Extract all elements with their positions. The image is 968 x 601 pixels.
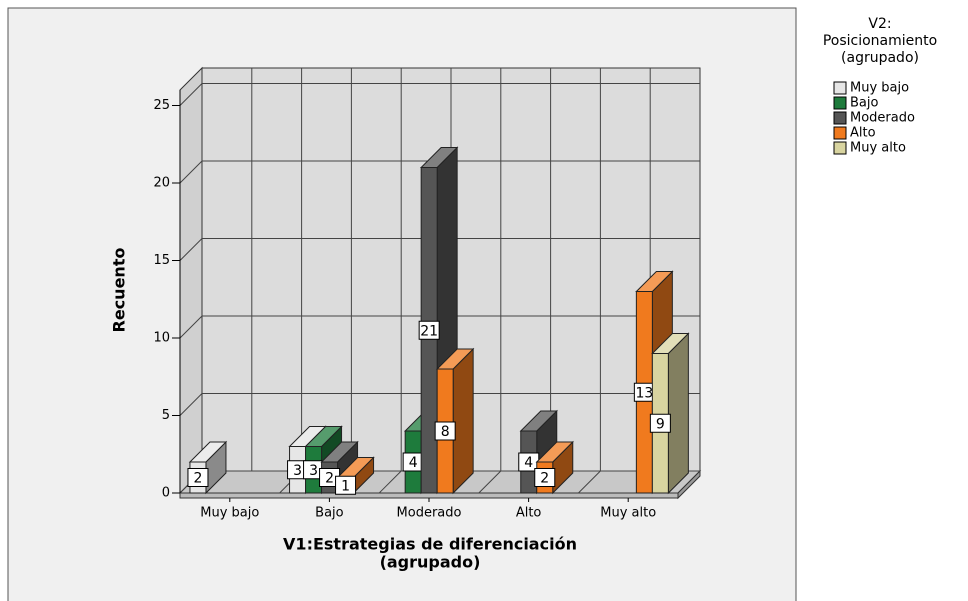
- grid-line: [179, 393, 203, 416]
- data-label-box: [434, 421, 456, 441]
- left-wall: [179, 66, 203, 495]
- grid-line: [179, 83, 203, 106]
- data-label: 9: [656, 416, 665, 432]
- grid-line: [179, 315, 203, 339]
- legend-swatch: [833, 81, 847, 95]
- y-tick-label: 5: [162, 408, 170, 423]
- legend-swatch: [833, 141, 847, 155]
- bar-side: [667, 332, 689, 495]
- data-label: 1: [341, 478, 350, 494]
- grid-line: [179, 238, 203, 261]
- data-label-box: [335, 475, 357, 495]
- y-axis-label: Recuento: [110, 248, 129, 333]
- data-label: 3: [293, 463, 302, 479]
- y-tick-label: 15: [153, 253, 170, 268]
- data-label: 21: [420, 323, 438, 339]
- floor-grid: [478, 470, 502, 494]
- legend-label: Muy bajo: [850, 81, 909, 96]
- legend-title: V2:: [868, 16, 891, 32]
- grid-line: [179, 160, 203, 184]
- x-tick-label: Bajo: [315, 506, 343, 521]
- bar: [651, 332, 690, 495]
- data-label-box: [187, 468, 209, 487]
- floor-grid: [578, 470, 601, 494]
- data-label: 2: [540, 471, 549, 487]
- y-tick-label: 25: [153, 98, 170, 113]
- data-label-box: [534, 468, 556, 487]
- legend-label: Bajo: [850, 96, 878, 111]
- data-label-box: [418, 320, 440, 340]
- floor-front: [179, 492, 679, 499]
- data-label: 2: [325, 471, 334, 487]
- x-axis-label: V1:Estrategias de diferenciación: [283, 535, 577, 554]
- bar: [435, 347, 475, 495]
- floor-grid: [378, 470, 402, 494]
- legend-swatch: [833, 126, 847, 140]
- legend-swatch: [833, 96, 847, 110]
- data-label: 2: [193, 471, 202, 487]
- y-tick-label: 10: [153, 331, 170, 346]
- legend-label: Moderado: [850, 111, 915, 126]
- bar-side: [452, 347, 474, 495]
- y-tick-label: 0: [162, 486, 170, 501]
- data-label: 3: [309, 463, 318, 479]
- legend-label: Muy alto: [850, 141, 906, 156]
- data-label: 13: [635, 385, 653, 401]
- x-tick-label: Muy alto: [600, 506, 656, 521]
- data-label: 4: [409, 455, 418, 471]
- x-tick-label: Alto: [516, 506, 542, 521]
- legend-label: Alto: [850, 126, 876, 141]
- legend-title: (agrupado): [841, 50, 919, 66]
- legend-title: Posicionamiento: [823, 33, 937, 49]
- y-tick-label: 20: [153, 176, 170, 191]
- data-label: 8: [441, 424, 450, 440]
- x-tick-label: Muy bajo: [200, 506, 259, 521]
- data-label-box: [649, 413, 671, 433]
- x-axis-label: (agrupado): [380, 553, 481, 572]
- data-label: 4: [524, 455, 533, 471]
- x-tick-label: Moderado: [397, 506, 462, 521]
- legend-swatch: [833, 111, 847, 125]
